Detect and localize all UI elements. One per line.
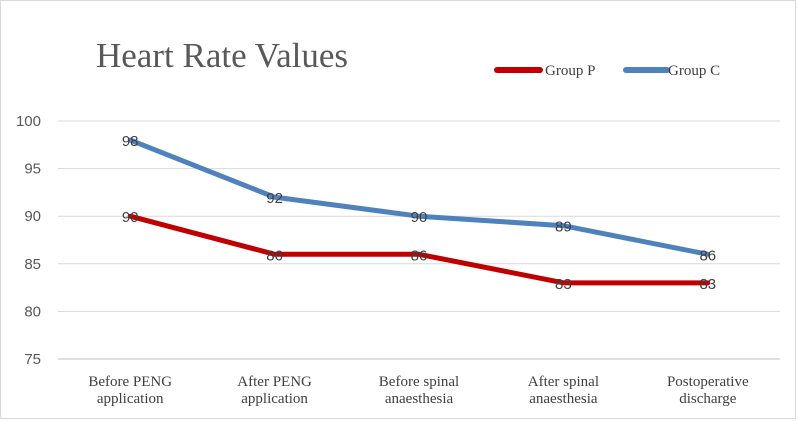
- chart-title: Heart Rate Values: [96, 36, 348, 75]
- x-tick-label: Before spinal anaesthesia: [379, 374, 459, 407]
- legend-label-group-c: Group C: [668, 63, 720, 79]
- y-tick-label: 75: [24, 351, 41, 368]
- x-tick-label: After PENG application: [237, 374, 312, 407]
- data-label-group-c: 98: [122, 133, 139, 150]
- data-label-group-p: 90: [122, 209, 139, 226]
- y-tick-label: 100: [16, 113, 41, 130]
- legend: Group P Group C: [494, 63, 720, 79]
- x-tick-label: Before PENG application: [88, 374, 172, 407]
- gridlines: [58, 120, 780, 360]
- y-tick-label: 90: [24, 208, 41, 225]
- data-label-group-p: 83: [699, 276, 716, 293]
- x-tick-label: Postoperative discharge: [667, 374, 749, 407]
- x-axis-tick-labels: Before PENG application After PENG applicat…: [88, 374, 749, 407]
- data-label-group-c: 89: [555, 219, 572, 236]
- series-line-group-p: [127, 213, 711, 286]
- data-label-group-c: 86: [699, 247, 716, 264]
- y-tick-label: 85: [24, 256, 41, 273]
- y-axis-tick-labels: 75 80 85 90 95 100: [16, 113, 41, 368]
- legend-label-group-p: Group P: [545, 63, 595, 79]
- data-label-group-c: 90: [411, 209, 428, 226]
- data-label-group-p: 86: [411, 247, 428, 264]
- data-label-group-p: 83: [555, 276, 572, 293]
- series-line-group-c: [127, 137, 711, 257]
- data-label-group-c: 92: [266, 190, 283, 207]
- y-tick-label: 95: [24, 161, 41, 178]
- series-lines: [127, 137, 711, 286]
- data-label-group-p: 86: [266, 247, 283, 264]
- data-labels: 90 86 86 83 83 98 92 90 89 86: [122, 133, 716, 293]
- y-tick-label: 80: [24, 303, 41, 320]
- x-tick-label: After spinal anaesthesia: [528, 374, 599, 407]
